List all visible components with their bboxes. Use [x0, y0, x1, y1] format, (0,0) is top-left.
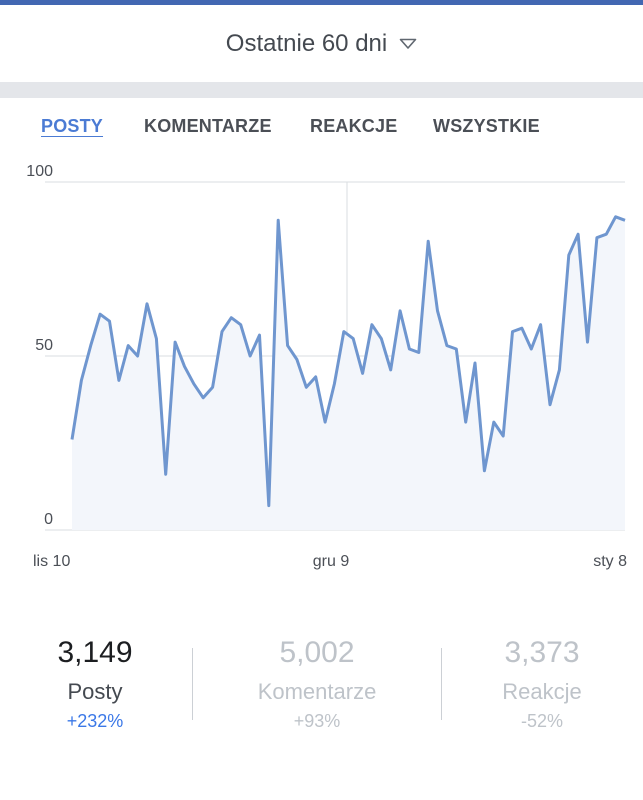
posts-area-chart: 0 50 100 lis 10 gru 9 sty 8: [26, 165, 627, 570]
period-selector[interactable]: Ostatnie 60 dni: [0, 5, 643, 82]
stat-value: 5,002: [279, 636, 355, 669]
chart-series-line: [70, 215, 626, 508]
tab-reakcje[interactable]: REAKCJE: [310, 116, 398, 136]
stat-change: +93%: [293, 711, 341, 731]
tab-posty[interactable]: POSTY: [41, 116, 104, 136]
chevron-down-icon: [399, 38, 417, 50]
stat-label: Posty: [67, 679, 123, 704]
stat-label: Reakcje: [502, 679, 582, 704]
x-tick-label: sty 8: [593, 553, 627, 570]
y-tick-label: 50: [35, 337, 53, 354]
stat-change: +232%: [66, 711, 124, 731]
y-tick-label: 0: [44, 511, 53, 528]
stat-separator: [192, 648, 193, 720]
y-tick-label: 100: [26, 165, 53, 180]
stat-posty[interactable]: 3,149 Posty +232%: [0, 630, 195, 734]
stat-value: 3,373: [504, 636, 580, 669]
metric-tabs: POSTY KOMENTARZE REAKCJE WSZYSTKIE: [0, 116, 643, 152]
period-label: Ostatnie 60 dni: [225, 29, 388, 57]
stat-komentarze[interactable]: 5,002 Komentarze +93%: [217, 630, 417, 734]
stat-reakcje[interactable]: 3,373 Reakcje -52%: [442, 630, 642, 734]
chart-area-fill: [72, 216, 625, 531]
tab-komentarze[interactable]: KOMENTARZE: [144, 116, 272, 136]
x-tick-label: lis 10: [33, 553, 70, 570]
x-tick-label: gru 9: [313, 553, 350, 570]
summary-stats: 3,149 Posty +232% 5,002 Komentarze +93% …: [0, 630, 643, 750]
section-divider: [0, 82, 643, 98]
stat-label: Komentarze: [257, 679, 377, 704]
top-accent-bar: [0, 0, 643, 5]
stat-separator: [441, 648, 442, 720]
tab-wszystkie[interactable]: WSZYSTKIE: [433, 116, 540, 136]
stat-change: -52%: [520, 711, 564, 731]
stat-value: 3,149: [57, 636, 133, 669]
